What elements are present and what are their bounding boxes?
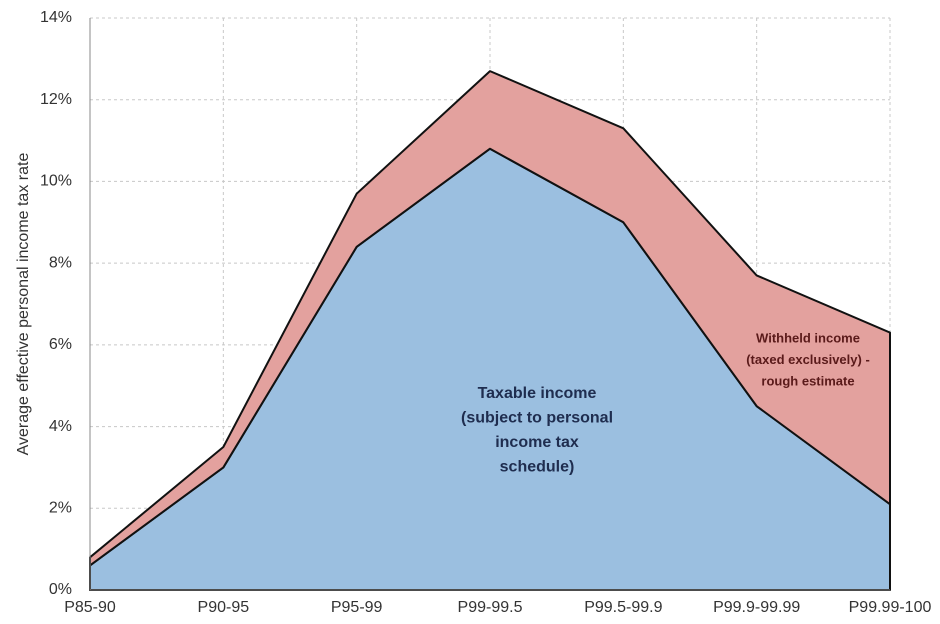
y-tick-label: 8% (49, 254, 72, 271)
annotation: Taxable income (478, 385, 597, 402)
y-tick-label: 6% (49, 336, 72, 353)
annotation: (taxed exclusively) - (746, 352, 870, 367)
x-tick-label: P95-99 (331, 599, 383, 616)
annotation: (subject to personal (461, 410, 613, 427)
y-tick-label: 12% (40, 91, 72, 108)
x-tick-label: P85-90 (64, 599, 116, 616)
y-tick-label: 2% (49, 500, 72, 517)
y-tick-label: 14% (40, 9, 72, 26)
y-tick-label: 4% (49, 418, 72, 435)
area (89, 70, 891, 567)
x-tick-label: P99-99.5 (458, 599, 523, 616)
y-axis-label: Average effective personal income tax ra… (15, 153, 32, 456)
y-tick-label: 10% (40, 173, 72, 190)
y-tick-label: 0% (49, 581, 72, 598)
x-tick-label: P99.99-100 (849, 599, 932, 616)
x-tick-label: P90-95 (198, 599, 250, 616)
x-tick-label: P99.9-99.99 (713, 599, 800, 616)
annotation: schedule) (500, 459, 575, 476)
annotation: Withheld income (756, 330, 860, 345)
annotation: income tax (495, 434, 579, 451)
x-tick-label: P99.5-99.9 (584, 599, 662, 616)
annotation: rough estimate (761, 373, 854, 388)
